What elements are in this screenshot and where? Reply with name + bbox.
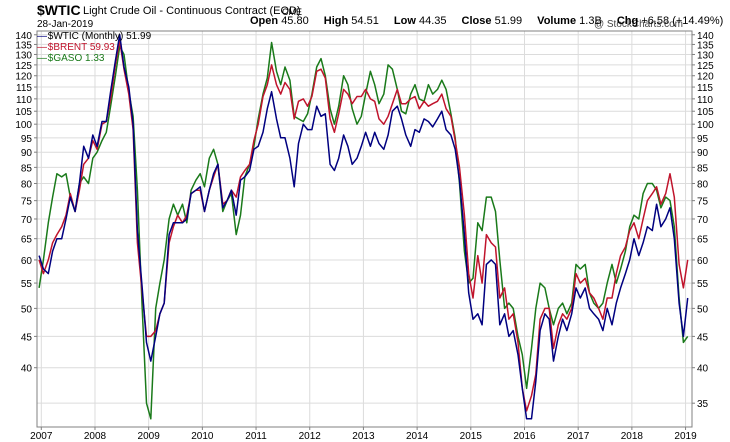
- y-tick-label-left: 85: [21, 163, 33, 174]
- y-tick-label-right: 70: [697, 215, 709, 226]
- price-stats: Open 45.80 High 54.51 Low 44.35 Close 51…: [250, 15, 730, 27]
- y-tick-label-left: 100: [15, 120, 32, 131]
- legend-label: $WTIC (Monthly) 51.99: [47, 31, 152, 42]
- x-tick-label: 2008: [84, 431, 107, 442]
- x-tick-label: 2018: [621, 431, 644, 442]
- y-tick-label-left: 95: [21, 134, 33, 145]
- legend-entry-brent: — $BRENT 59.93: [37, 42, 115, 53]
- chart-date: 28-Jan-2019: [37, 19, 94, 30]
- y-axis-left: 4045505560657075808590951001051101151201…: [15, 31, 37, 375]
- x-tick-label: 2010: [191, 431, 214, 442]
- x-tick-label: 2015: [460, 431, 483, 442]
- stat-high: High 54.51: [323, 15, 379, 27]
- legend-line-icon: —: [37, 42, 47, 53]
- x-tick-label: 2016: [513, 431, 536, 442]
- y-tick-label-left: 120: [15, 72, 32, 83]
- legend-entry-gaso: — $GASO 1.33: [37, 53, 104, 64]
- y-tick-label-left: 130: [15, 50, 32, 61]
- y-tick-label-right: 75: [697, 197, 709, 208]
- y-tick-label-right: 35: [697, 399, 709, 410]
- legend-entry-wtic: — $WTIC (Monthly) 51.99: [37, 31, 151, 42]
- legend-line-icon: —: [37, 53, 47, 64]
- y-tick-label-right: 125: [697, 61, 714, 72]
- y-tick-label-right: 45: [697, 332, 709, 343]
- y-tick-label-left: 75: [21, 197, 33, 208]
- y-tick-label-right: 110: [697, 95, 713, 106]
- x-tick-label: 2014: [406, 431, 429, 442]
- y-tick-label-right: 55: [697, 279, 709, 290]
- exchange-label: CME: [282, 7, 302, 17]
- y-tick-label-left: 90: [21, 148, 33, 159]
- y-tick-label-left: 115: [16, 83, 32, 94]
- stat-volume: Volume 1.3B: [537, 15, 602, 27]
- y-tick-label-left: 45: [21, 332, 33, 343]
- x-tick-label: 2012: [299, 431, 322, 442]
- plot-border: [36, 30, 693, 428]
- y-tick-label-right: 95: [697, 134, 709, 145]
- y-tick-label-right: 130: [697, 50, 714, 61]
- series-lines: [38, 34, 689, 420]
- y-tick-label-right: 65: [697, 235, 709, 246]
- stat-close: Close 51.99: [461, 15, 523, 27]
- y-tick-label-left: 110: [16, 95, 32, 106]
- y-tick-label-right: 85: [697, 163, 709, 174]
- y-tick-label-right: 80: [697, 179, 709, 190]
- series-line-wtic: [38, 34, 689, 420]
- y-tick-label-right: 105: [697, 107, 714, 118]
- x-tick-label: 2017: [567, 431, 590, 442]
- y-tick-label-left: 135: [15, 40, 32, 51]
- stat-low: Low 44.35: [393, 15, 447, 27]
- y-tick-label-left: 125: [15, 61, 32, 72]
- y-tick-label-left: 60: [21, 256, 33, 267]
- y-tick-label-right: 40: [697, 364, 709, 375]
- plot-area: [36, 30, 693, 428]
- x-axis: 2007 2008 2009 2010 2011 2012 2013 2014 2015 2016…: [30, 427, 697, 442]
- stockcharts-watermark: @ StockCharts.com: [593, 19, 683, 30]
- y-tick-label-left: 55: [21, 279, 33, 290]
- y-axis-right: 3540455055606570758085909510010511011512…: [692, 31, 714, 410]
- stat-change: Chg +6.58 (+14.49%): [616, 15, 724, 27]
- y-tick-label-right: 135: [697, 40, 714, 51]
- y-tick-label-left: 80: [21, 179, 33, 190]
- y-tick-label-right: 90: [697, 148, 709, 159]
- y-tick-label-right: 100: [697, 120, 714, 131]
- y-tick-label-left: 50: [21, 304, 33, 315]
- series-line-brent: [38, 39, 689, 412]
- x-tick-label: 2019: [674, 431, 697, 442]
- y-tick-label-right: 60: [697, 256, 709, 267]
- series-line-gaso: [38, 41, 689, 420]
- chart-description: Light Crude Oil - Continuous Contract (E…: [83, 5, 301, 17]
- stat-open: Open 45.80: [250, 15, 309, 27]
- x-tick-label: 2011: [245, 431, 267, 442]
- y-tick-label-left: 140: [15, 31, 32, 42]
- x-tick-label: 2007: [30, 431, 53, 442]
- y-tick-label-left: 70: [21, 215, 33, 226]
- y-tick-label-left: 105: [15, 107, 32, 118]
- y-tick-label-left: 40: [21, 364, 33, 375]
- legend-label: $GASO 1.33: [47, 53, 105, 64]
- legend-line-icon: —: [37, 31, 47, 42]
- legend-label: $BRENT 59.93: [47, 42, 115, 53]
- x-tick-label: 2009: [138, 431, 161, 442]
- y-tick-label-right: 120: [697, 72, 714, 83]
- y-tick-label-left: 65: [21, 235, 33, 246]
- x-tick-label: 2013: [352, 431, 375, 442]
- y-tick-label-right: 115: [697, 83, 713, 94]
- y-tick-label-right: 50: [697, 304, 709, 315]
- chart-ticker: $WTIC: [37, 2, 81, 18]
- y-tick-label-right: 140: [697, 31, 714, 42]
